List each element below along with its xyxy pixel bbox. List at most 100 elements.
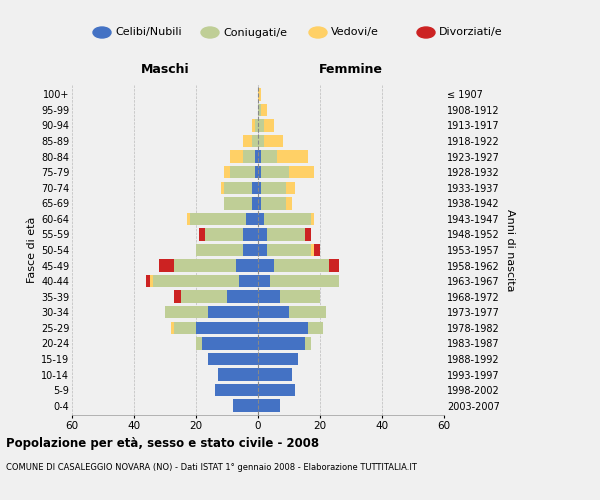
Text: Popolazione per età, sesso e stato civile - 2008: Popolazione per età, sesso e stato civil… — [6, 438, 319, 450]
Bar — [261, 104, 268, 116]
Bar — [181, 290, 227, 303]
Bar — [224, 182, 252, 194]
Bar — [261, 166, 289, 178]
Bar — [258, 104, 261, 116]
Bar — [252, 119, 255, 132]
Bar — [175, 322, 196, 334]
Text: Vedovi/e: Vedovi/e — [331, 28, 379, 38]
Text: Celibi/Nubili: Celibi/Nubili — [115, 28, 182, 38]
Bar — [208, 306, 258, 318]
Bar — [314, 244, 320, 256]
Bar — [242, 135, 252, 147]
Y-axis label: Fasce di età: Fasce di età — [26, 217, 37, 283]
Bar — [258, 244, 268, 256]
Bar — [258, 306, 289, 318]
Bar — [255, 119, 258, 132]
Bar — [252, 135, 258, 147]
Text: COMUNE DI CASALEGGIO NOVARA (NO) - Dati ISTAT 1° gennaio 2008 - Elaborazione TUT: COMUNE DI CASALEGGIO NOVARA (NO) - Dati … — [6, 462, 417, 471]
Bar — [305, 337, 311, 349]
Y-axis label: Anni di nascita: Anni di nascita — [505, 208, 515, 291]
Text: Coniugati/e: Coniugati/e — [223, 28, 287, 38]
Bar — [258, 212, 264, 225]
Bar — [196, 337, 202, 349]
Bar — [149, 275, 152, 287]
Bar — [271, 275, 338, 287]
Bar — [258, 352, 298, 365]
Bar — [258, 166, 261, 178]
Bar — [245, 212, 258, 225]
Bar — [258, 384, 295, 396]
Bar — [289, 306, 326, 318]
Bar — [218, 368, 258, 381]
Bar — [286, 182, 295, 194]
Bar — [159, 260, 175, 272]
Bar — [215, 384, 258, 396]
Bar — [261, 197, 286, 209]
Bar — [280, 290, 320, 303]
Bar — [242, 244, 258, 256]
Bar — [190, 212, 245, 225]
Bar — [264, 135, 283, 147]
Text: Divorziati/e: Divorziati/e — [439, 28, 503, 38]
Bar — [264, 212, 311, 225]
Bar — [202, 337, 258, 349]
Bar — [227, 290, 258, 303]
Bar — [199, 228, 205, 240]
Bar — [165, 306, 208, 318]
Bar — [175, 290, 181, 303]
Bar — [258, 150, 261, 163]
Bar — [196, 322, 258, 334]
Bar — [255, 166, 258, 178]
Bar — [258, 197, 261, 209]
Bar — [261, 182, 286, 194]
Bar — [258, 182, 261, 194]
Bar — [329, 260, 338, 272]
Bar — [196, 244, 242, 256]
Bar — [258, 119, 264, 132]
Bar — [152, 275, 239, 287]
Bar — [258, 322, 308, 334]
Bar — [146, 275, 149, 287]
Bar — [277, 150, 308, 163]
Bar — [308, 322, 323, 334]
Bar — [258, 260, 274, 272]
Bar — [171, 322, 175, 334]
Bar — [221, 182, 224, 194]
Bar — [236, 260, 258, 272]
Bar — [230, 166, 255, 178]
Text: Maschi: Maschi — [140, 62, 190, 76]
Bar — [255, 150, 258, 163]
Bar — [208, 352, 258, 365]
Bar — [224, 166, 230, 178]
Bar — [230, 150, 242, 163]
Bar — [239, 275, 258, 287]
Bar — [175, 260, 236, 272]
Bar — [258, 228, 268, 240]
Bar — [258, 275, 271, 287]
Bar — [258, 88, 261, 101]
Bar — [252, 182, 258, 194]
Bar — [258, 135, 264, 147]
Bar — [268, 228, 305, 240]
Bar — [242, 228, 258, 240]
Bar — [252, 197, 258, 209]
Bar — [187, 212, 190, 225]
Text: Femmine: Femmine — [319, 62, 383, 76]
Bar — [261, 150, 277, 163]
Bar — [258, 290, 280, 303]
Bar — [305, 228, 311, 240]
Bar — [233, 400, 258, 412]
Bar — [205, 228, 242, 240]
Bar — [224, 197, 252, 209]
Bar — [258, 400, 280, 412]
Bar — [258, 337, 305, 349]
Bar — [258, 368, 292, 381]
Bar — [268, 244, 311, 256]
Bar — [274, 260, 329, 272]
Bar — [264, 119, 274, 132]
Bar — [289, 166, 314, 178]
Bar — [286, 197, 292, 209]
Bar — [311, 244, 314, 256]
Bar — [311, 212, 314, 225]
Bar — [242, 150, 255, 163]
